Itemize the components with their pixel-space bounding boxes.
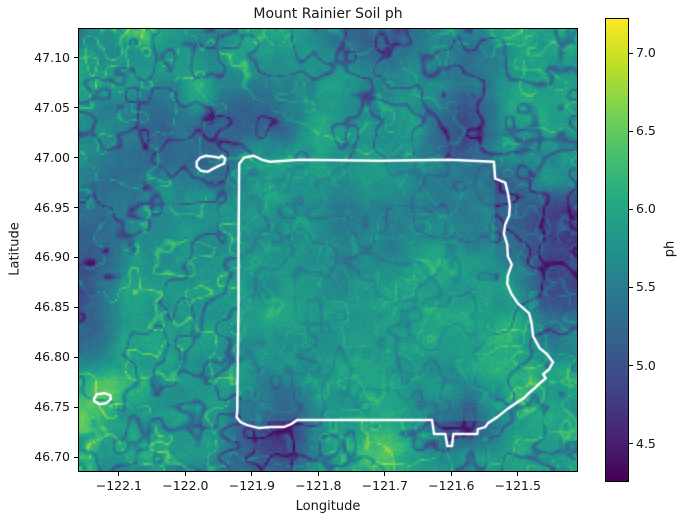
x-tick-label: −121.7 — [361, 478, 408, 493]
colorbar-label: ph — [662, 240, 678, 258]
y-axis-label: Latitude — [7, 222, 23, 276]
x-tick-mark — [251, 472, 253, 476]
y-tick-mark — [74, 406, 78, 408]
x-axis-label: Longitude — [295, 499, 361, 514]
x-tick-label: −122.0 — [162, 478, 209, 493]
colorbar-tick-label: 6.0 — [636, 201, 656, 217]
y-tick-mark — [74, 157, 78, 159]
y-tick-label: 47.05 — [34, 99, 70, 115]
colorbar-tick-label: 5.5 — [636, 279, 656, 295]
y-tick-mark — [74, 207, 78, 209]
colorbar-tick-mark — [629, 365, 633, 366]
y-tick-label: 46.90 — [34, 249, 70, 265]
y-tick-mark — [74, 57, 78, 59]
map-plot-area — [78, 28, 578, 472]
colorbar-tick-mark — [629, 130, 633, 132]
y-tick-mark — [74, 256, 78, 258]
x-tick-label: −121.6 — [428, 478, 475, 493]
x-tick-mark — [517, 472, 519, 476]
y-tick-mark — [74, 356, 78, 358]
x-tick-label: −121.8 — [295, 478, 342, 493]
y-tick-mark — [74, 107, 78, 109]
colorbar-tick-mark — [629, 208, 633, 210]
x-tick-label: −121.5 — [494, 478, 541, 493]
y-tick-label: 46.95 — [34, 199, 70, 215]
x-tick-mark — [118, 472, 120, 476]
colorbar-tick-mark — [629, 286, 633, 288]
x-tick-mark — [317, 472, 319, 476]
soil-ph-raster — [79, 29, 577, 471]
y-tick-label: 47.10 — [34, 49, 70, 65]
y-tick-label: 46.80 — [34, 349, 70, 365]
colorbar-gradient — [606, 19, 628, 481]
y-tick-label: 46.70 — [34, 449, 70, 465]
y-tick-mark — [74, 456, 78, 458]
colorbar — [605, 18, 629, 482]
colorbar-tick-label: 7.0 — [636, 45, 656, 61]
x-tick-label: −121.9 — [228, 478, 275, 493]
colorbar-tick-label: 4.5 — [636, 435, 656, 451]
chart-title: Mount Rainier Soil ph — [253, 6, 403, 22]
x-tick-mark — [184, 472, 186, 476]
y-tick-label: 47.00 — [34, 149, 70, 165]
y-tick-mark — [74, 306, 78, 308]
colorbar-tick-mark — [629, 443, 633, 445]
colorbar-tick-label: 6.5 — [636, 123, 656, 139]
colorbar-tick-label: 5.0 — [636, 357, 656, 373]
y-tick-label: 46.85 — [34, 299, 70, 315]
y-tick-label: 46.75 — [34, 399, 70, 415]
colorbar-tick-mark — [629, 52, 633, 54]
x-tick-label: −122.1 — [95, 478, 143, 493]
x-tick-mark — [384, 472, 386, 476]
x-tick-mark — [450, 472, 452, 476]
